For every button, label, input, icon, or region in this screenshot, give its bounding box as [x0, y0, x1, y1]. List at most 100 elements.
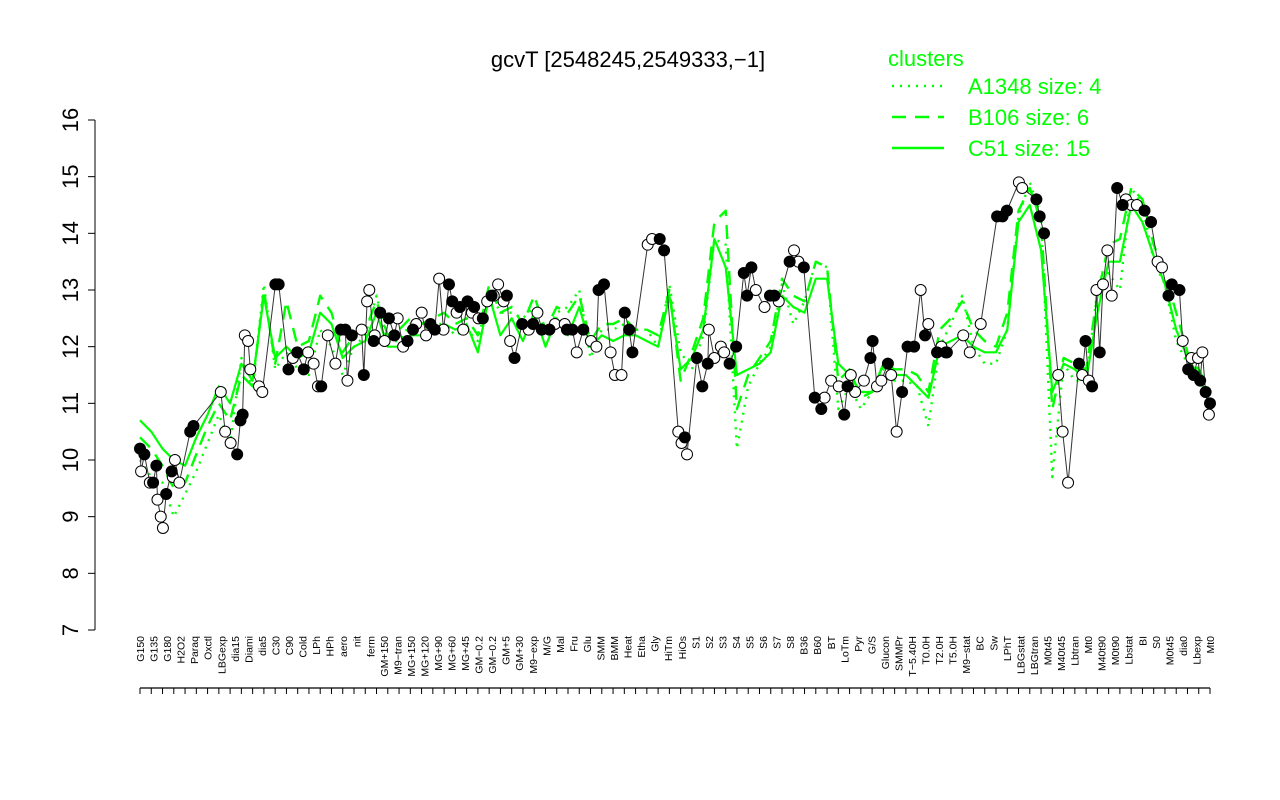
data-point-filled [543, 323, 556, 336]
x-tick-label: S5 [744, 636, 756, 649]
data-point-open [492, 278, 505, 291]
x-tick-label: LPh [311, 636, 323, 655]
x-tick-label: GM−0.2 [474, 636, 486, 674]
x-tick-label: LBGstat [1015, 636, 1027, 674]
data-point-filled [797, 261, 810, 274]
data-point-open [788, 244, 801, 257]
data-point-open [329, 357, 342, 370]
x-tick-label: Lbtran [1070, 636, 1082, 666]
data-point-filled [881, 357, 894, 370]
x-tick-label: M9−stat [961, 636, 973, 674]
series-line-dotted [139, 181, 1212, 518]
data-point-filled [367, 335, 380, 347]
x-tick-label: LoTm [839, 636, 851, 663]
data-point-open [321, 329, 334, 342]
data-point-filled [500, 289, 513, 302]
data-point-filled [147, 476, 160, 489]
data-point-open [156, 522, 169, 534]
data-point-filled [1204, 397, 1216, 410]
data-point-open [415, 306, 428, 319]
x-tick-label: BC [975, 636, 987, 651]
y-tick-label: 9 [58, 511, 83, 523]
plot-area [134, 176, 1216, 534]
data-point-open [875, 374, 888, 387]
x-tick-label: M9−tran [392, 636, 404, 675]
x-tick-label: nit [352, 636, 364, 647]
x-tick-label: dia0 [1178, 636, 1190, 656]
data-point-filled [1138, 204, 1151, 217]
x-tick-label: G135 [149, 636, 161, 662]
x-tick-label: dia5 [257, 636, 269, 656]
data-point-filled [1030, 193, 1043, 206]
data-point-filled [382, 312, 395, 325]
x-tick-label: Oxctl [203, 636, 215, 660]
data-point-open [219, 425, 232, 438]
data-point-filled [577, 323, 590, 336]
y-tick-label: 12 [58, 334, 83, 358]
data-point-filled [730, 340, 743, 353]
data-point-open [224, 437, 237, 449]
x-tick-label: Lbstat [1124, 636, 1136, 665]
data-point-open [307, 357, 320, 370]
data-point-filled [618, 306, 631, 319]
data-point-open [922, 318, 935, 330]
data-point-open [615, 369, 628, 381]
x-tick-label: LBGexp [216, 636, 228, 674]
x-tick-label: HPh [325, 636, 337, 657]
x-tick-label: LBGtran [1029, 636, 1041, 675]
x-tick-label: Sw [988, 636, 1000, 651]
data-point-filled [1162, 289, 1175, 302]
legend: clusters A1348 size: 4 B106 size: 6 C51 si… [888, 46, 1101, 161]
series-line-dashed [139, 186, 1212, 490]
data-point-open [1056, 425, 1069, 438]
x-tick-label: Heat [623, 636, 635, 658]
x-tick-label: LPhT [1002, 635, 1014, 661]
x-tick-label: T−5.40H [907, 636, 919, 677]
x-tick-label: M40t90 [1097, 636, 1109, 671]
data-point-open [702, 323, 715, 336]
data-point-filled [1079, 335, 1092, 347]
x-tick-label: Cold [298, 636, 310, 658]
data-point-filled [1086, 380, 1099, 393]
data-point-open [681, 448, 694, 461]
data-point-open [974, 318, 987, 330]
data-point-filled [187, 420, 200, 432]
data-point-open [361, 295, 374, 308]
data-point-filled [1199, 386, 1212, 398]
data-point-filled [1116, 199, 1129, 211]
chart-title: gcvT [2548245,2549333,−1] [491, 47, 765, 72]
x-tick-label: SMM [596, 636, 608, 661]
data-point-filled [291, 346, 304, 359]
data-point-filled [723, 357, 736, 370]
x-tick-label: Diami [243, 636, 255, 663]
x-tick-label: S3 [717, 636, 729, 649]
data-point-open [341, 374, 354, 387]
data-point-filled [741, 289, 754, 302]
data-point-open [1196, 346, 1209, 359]
y-tick-label: 14 [58, 221, 83, 245]
data-point-filled [598, 278, 611, 291]
data-point-filled [315, 380, 328, 393]
data-point-open [1097, 278, 1109, 291]
data-point-filled [401, 335, 414, 347]
data-point-filled [701, 357, 714, 370]
y-tick-label: 16 [58, 108, 83, 132]
data-point-open [378, 335, 391, 347]
data-point-open [256, 386, 269, 398]
data-point-filled [374, 306, 387, 319]
data-point-filled [428, 323, 441, 336]
x-tick-label: C90 [284, 636, 296, 655]
x-tick-label: Glu [582, 636, 594, 653]
data-point-filled [282, 363, 295, 376]
data-point-filled [841, 380, 854, 393]
data-point-filled [768, 289, 781, 302]
x-tick-label: T2.0H [934, 636, 946, 665]
data-point-filled [1194, 374, 1207, 387]
data-point-filled [866, 335, 879, 347]
x-tick-label: C30 [270, 636, 282, 655]
data-point-open [154, 510, 167, 523]
y-tick-label: 10 [58, 448, 83, 472]
data-point-open [758, 301, 771, 313]
data-point-open [151, 493, 164, 506]
data-point-filled [690, 352, 703, 364]
